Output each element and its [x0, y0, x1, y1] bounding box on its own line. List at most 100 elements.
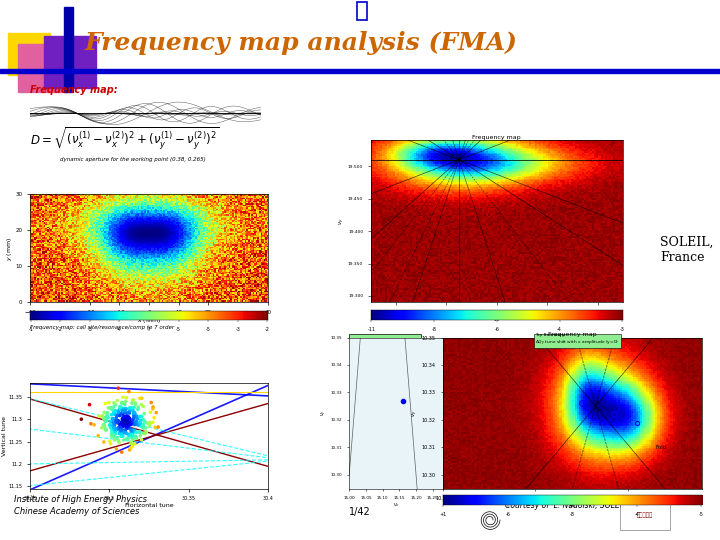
Point	[106, 430, 117, 438]
Point	[139, 429, 150, 438]
Point	[117, 420, 129, 429]
Point	[114, 426, 126, 434]
Point	[117, 429, 129, 437]
Point	[127, 428, 139, 437]
Point	[92, 431, 104, 440]
Point	[135, 419, 146, 428]
Point	[122, 415, 133, 423]
Point	[98, 420, 109, 429]
Point	[118, 416, 130, 425]
Point	[138, 409, 150, 418]
Point	[114, 422, 126, 431]
Point	[124, 430, 135, 438]
Point	[119, 400, 130, 409]
Text: Bottom Boundary
$\Delta Q_y$ tune shift with y amplitude (p=0): Bottom Boundary $\Delta Q_y$ tune shift …	[354, 454, 448, 470]
Point	[145, 408, 156, 416]
Point	[120, 407, 131, 415]
Point	[115, 427, 127, 435]
Point	[107, 416, 119, 425]
Point	[116, 432, 127, 441]
Point	[117, 393, 129, 402]
Point	[136, 394, 148, 403]
Point	[123, 414, 135, 422]
Point	[109, 427, 120, 435]
Point	[121, 420, 132, 428]
Point	[138, 429, 149, 437]
Point	[148, 414, 160, 422]
Point	[129, 408, 140, 417]
Point	[132, 403, 144, 411]
Point	[130, 417, 141, 426]
Text: dynamic aperture for the working point (0.38, 0.265): dynamic aperture for the working point (…	[60, 157, 206, 162]
Text: Frequency map: call site/resonance/comp to 7 order: Frequency map: call site/resonance/comp …	[30, 325, 174, 330]
Point	[98, 414, 109, 423]
Point	[126, 403, 138, 412]
Point	[120, 418, 131, 427]
Point	[117, 419, 128, 428]
Point	[109, 409, 120, 418]
Point	[96, 423, 107, 432]
Point	[114, 420, 126, 429]
Point	[109, 436, 120, 444]
Point	[109, 426, 120, 434]
Point	[112, 384, 124, 393]
Point	[121, 393, 132, 402]
Point	[119, 428, 130, 437]
Point	[106, 422, 117, 430]
Point	[100, 426, 112, 435]
Point	[127, 396, 138, 405]
Text: Institute of High Energy Physics: Institute of High Energy Physics	[14, 496, 147, 504]
Point	[127, 403, 138, 412]
Point	[120, 422, 132, 431]
Text: SOLEIL,
France: SOLEIL, France	[660, 236, 714, 264]
X-axis label: $\nu_x$: $\nu_x$	[392, 501, 400, 509]
Point	[125, 424, 136, 433]
Y-axis label: $\nu_y$: $\nu_y$	[320, 410, 329, 416]
Point	[130, 412, 142, 421]
Point	[128, 412, 140, 421]
Point	[120, 422, 132, 430]
Point	[116, 418, 127, 427]
Point	[125, 420, 137, 428]
Point	[128, 434, 140, 442]
Point	[126, 430, 138, 438]
Point	[110, 418, 122, 427]
Point	[109, 421, 120, 429]
Point	[112, 424, 123, 433]
Point	[121, 417, 132, 426]
Point	[101, 413, 112, 422]
Point	[117, 421, 129, 430]
Point	[119, 406, 130, 414]
Point	[112, 433, 123, 442]
Point	[126, 420, 138, 428]
Point	[134, 394, 145, 403]
Point	[127, 426, 139, 434]
Point	[117, 405, 129, 414]
Point	[98, 438, 109, 447]
Bar	[0, 69, 720, 73]
Point	[129, 426, 140, 435]
Point	[121, 417, 132, 426]
Point	[119, 418, 130, 427]
Point	[150, 408, 162, 417]
Point	[138, 402, 149, 411]
Point	[131, 428, 143, 437]
Point	[84, 400, 95, 409]
Point	[113, 437, 125, 445]
Point	[112, 411, 123, 420]
Text: Courtesy of  L. Nadolski, SOLEIL: Courtesy of L. Nadolski, SOLEIL	[505, 502, 626, 510]
Point	[114, 426, 126, 435]
Point	[104, 440, 116, 448]
Point	[106, 432, 117, 441]
Point	[127, 442, 138, 451]
Point	[108, 423, 120, 432]
Point	[114, 406, 125, 414]
Point	[128, 410, 140, 419]
Point	[106, 410, 117, 419]
FancyBboxPatch shape	[349, 448, 456, 478]
Point	[120, 397, 132, 406]
Point	[132, 405, 143, 414]
Point	[104, 437, 116, 445]
Point	[109, 406, 121, 415]
Point	[99, 408, 110, 417]
